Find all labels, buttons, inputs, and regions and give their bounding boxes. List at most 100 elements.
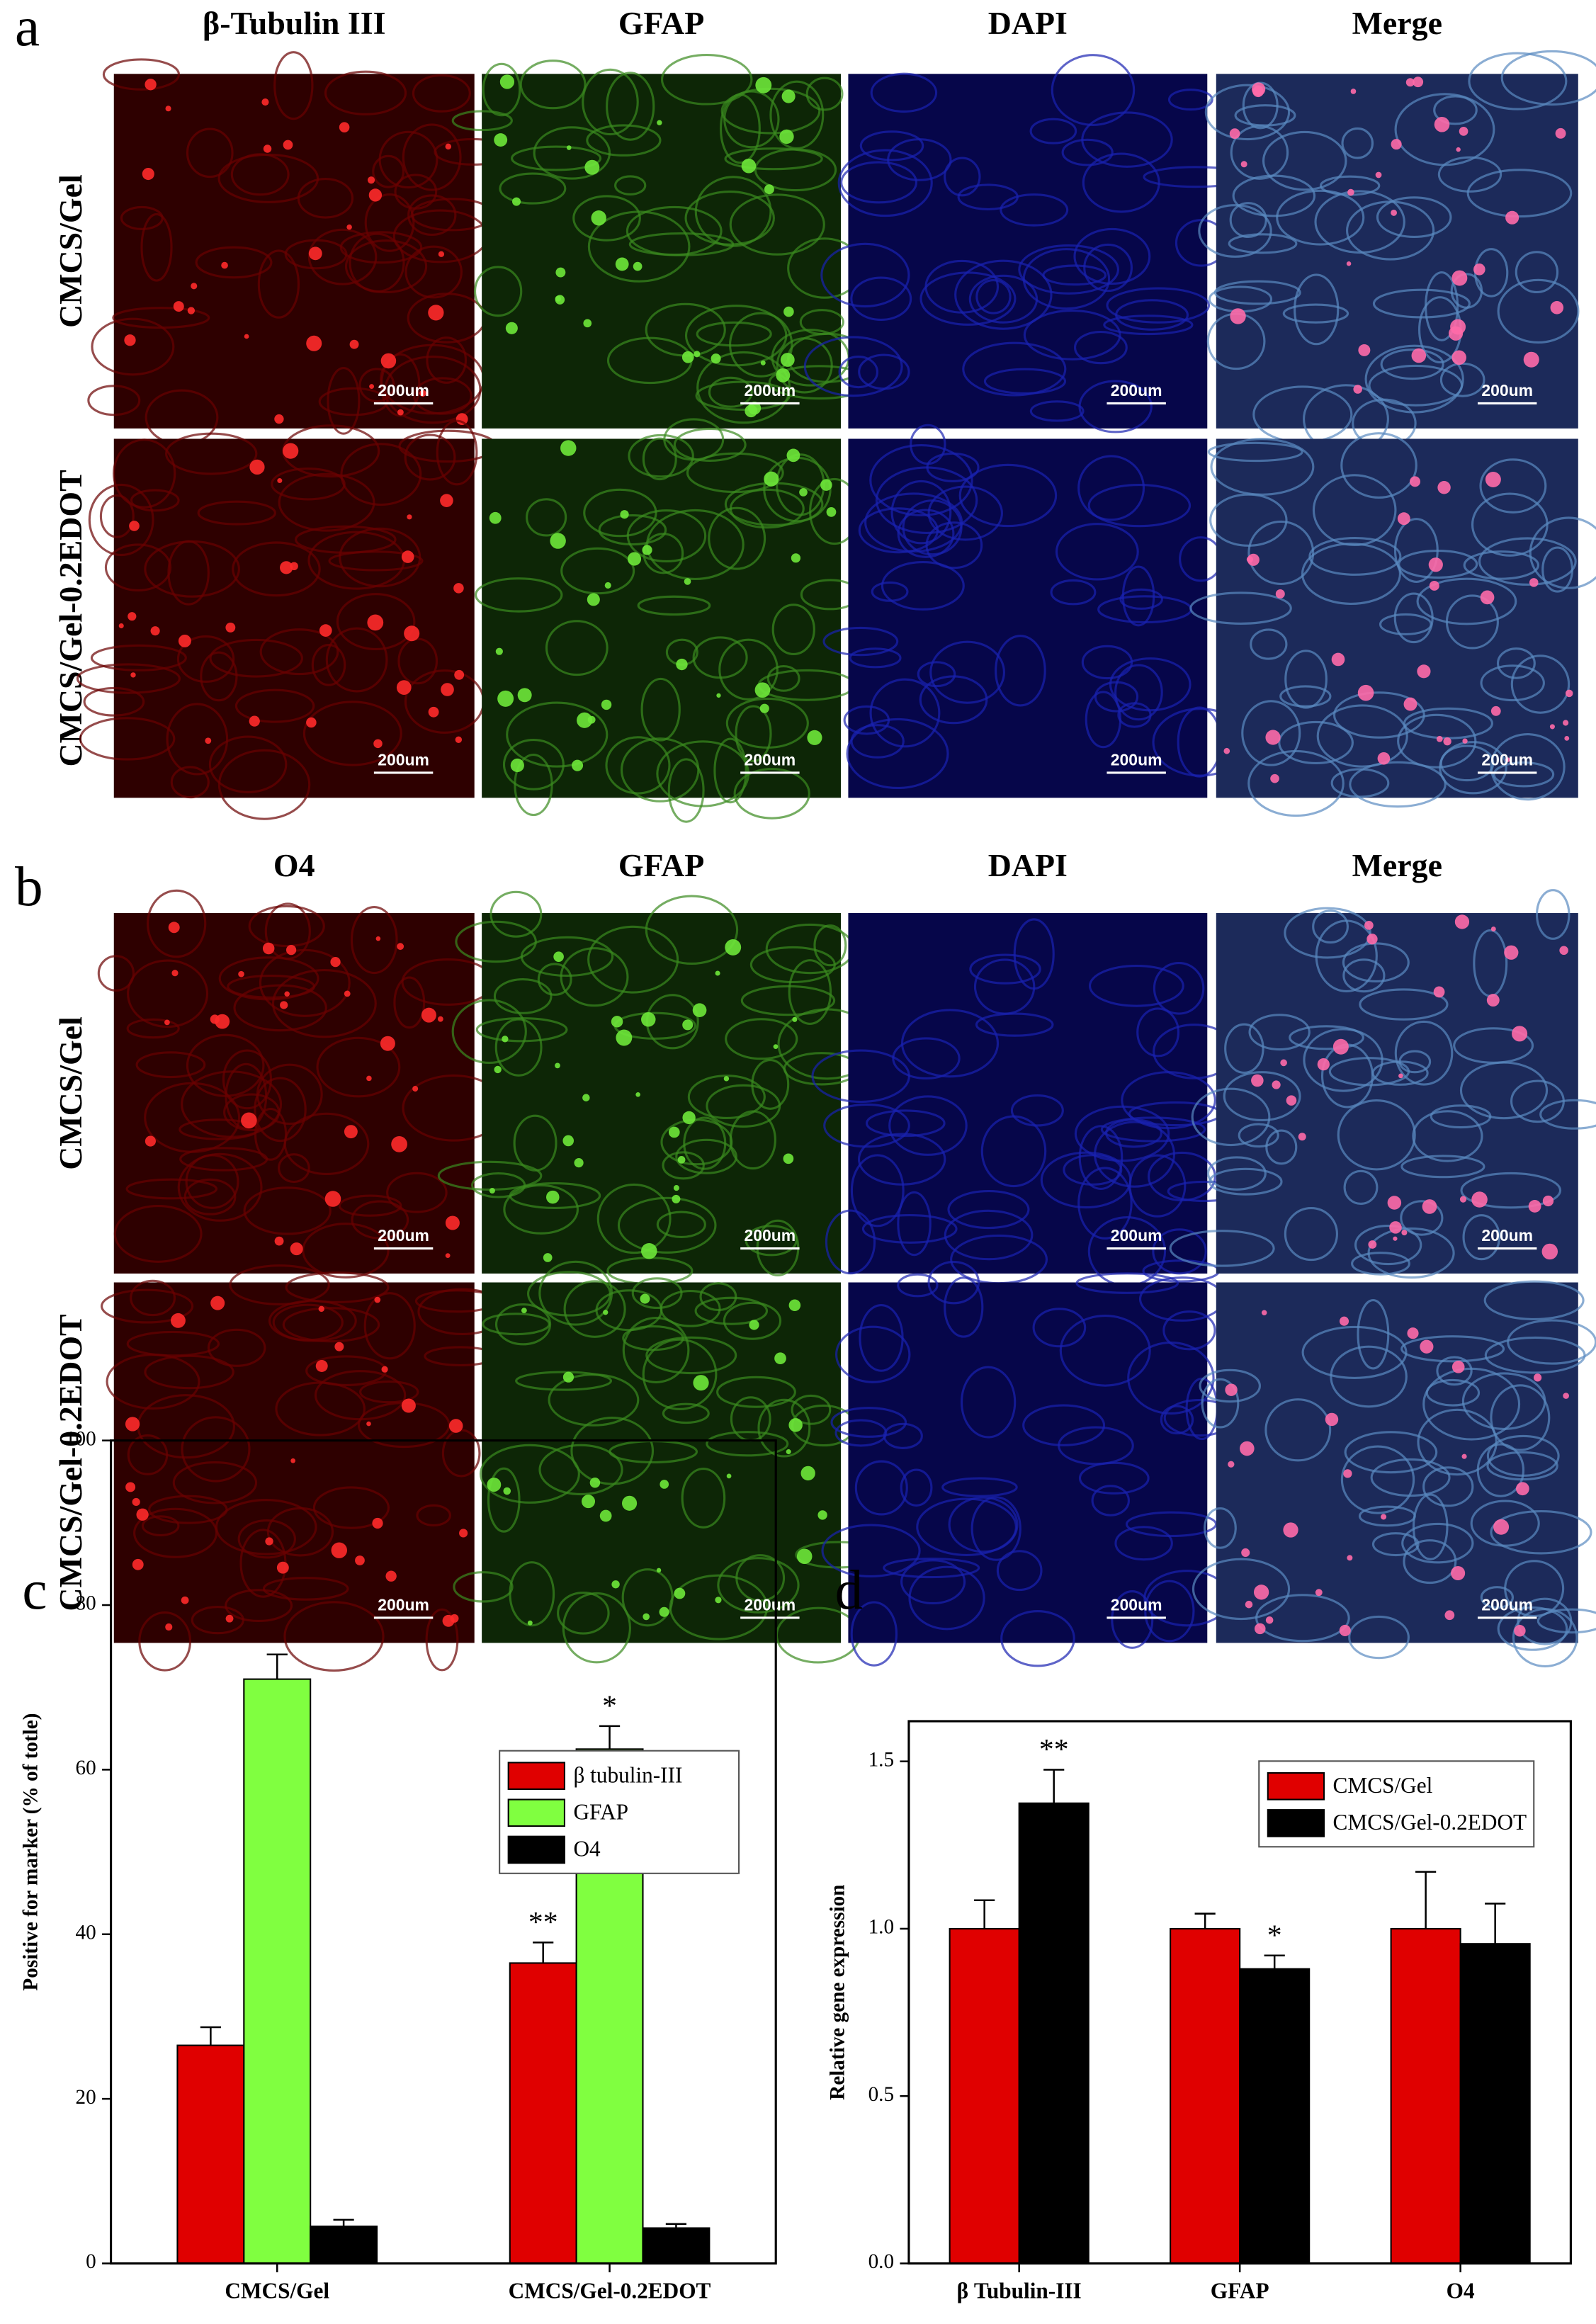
texture bbox=[563, 1280, 626, 1338]
texture bbox=[1050, 579, 1097, 606]
texture bbox=[90, 644, 187, 671]
texture bbox=[1398, 1050, 1432, 1074]
texture bbox=[148, 1495, 228, 1524]
texture bbox=[1416, 577, 1517, 625]
legend-label: GFAP bbox=[573, 1800, 628, 1825]
cell bbox=[693, 1375, 709, 1391]
cell bbox=[786, 1449, 791, 1455]
texture bbox=[957, 183, 1019, 210]
texture bbox=[960, 1366, 1017, 1439]
texture bbox=[947, 1190, 1030, 1230]
cell bbox=[1317, 1058, 1330, 1071]
texture bbox=[200, 651, 238, 702]
texture bbox=[1111, 1590, 1154, 1649]
texture bbox=[708, 506, 766, 570]
texture bbox=[605, 736, 671, 795]
texture bbox=[223, 1093, 281, 1132]
cell bbox=[674, 1587, 686, 1599]
micrograph: 200um bbox=[1189, 432, 1596, 817]
texture bbox=[900, 1559, 966, 1605]
texture bbox=[453, 1571, 514, 1603]
texture bbox=[127, 1434, 169, 1475]
texture bbox=[533, 126, 611, 180]
micrograph: 200um bbox=[1192, 1280, 1596, 1667]
cell bbox=[521, 1308, 527, 1314]
texture bbox=[1153, 962, 1205, 1015]
x-tick-label: β Tubulin-III bbox=[957, 2278, 1082, 2303]
cell bbox=[1230, 308, 1246, 324]
texture bbox=[254, 1077, 307, 1143]
texture bbox=[1208, 1167, 1283, 1196]
texture bbox=[1204, 1507, 1237, 1549]
chart-label: c bbox=[22, 1559, 47, 1621]
cell bbox=[1490, 705, 1501, 716]
texture bbox=[683, 1116, 727, 1170]
texture bbox=[1403, 1539, 1457, 1585]
cell bbox=[711, 353, 721, 364]
texture bbox=[324, 70, 407, 115]
texture bbox=[799, 309, 844, 336]
scale-bar-label: 200um bbox=[1481, 1226, 1533, 1245]
texture bbox=[125, 1178, 218, 1200]
cell bbox=[584, 159, 600, 175]
legend-swatch bbox=[1267, 1772, 1325, 1801]
cell bbox=[381, 1366, 388, 1373]
micrograph-bg bbox=[113, 913, 475, 1274]
texture bbox=[127, 959, 209, 1028]
texture bbox=[126, 1018, 180, 1039]
micrograph: 200um bbox=[822, 424, 1249, 798]
cell bbox=[641, 1242, 657, 1259]
texture bbox=[338, 1194, 402, 1217]
cell bbox=[505, 322, 518, 334]
texture bbox=[858, 507, 939, 554]
texture bbox=[1152, 1228, 1207, 1275]
legend-label: O4 bbox=[573, 1837, 601, 1861]
cell bbox=[367, 176, 375, 184]
texture bbox=[237, 1519, 296, 1559]
texture bbox=[312, 1486, 390, 1529]
texture bbox=[1223, 1071, 1301, 1121]
cell bbox=[546, 1190, 560, 1204]
texture bbox=[264, 902, 311, 960]
texture bbox=[436, 419, 478, 486]
cell bbox=[499, 74, 515, 89]
cell bbox=[249, 715, 260, 727]
cell bbox=[263, 144, 272, 153]
cell bbox=[726, 1473, 732, 1479]
texture bbox=[1437, 156, 1502, 193]
cell bbox=[807, 730, 822, 745]
texture bbox=[278, 472, 375, 532]
texture bbox=[537, 963, 572, 996]
texture bbox=[996, 1550, 1043, 1592]
cell bbox=[1563, 1393, 1569, 1399]
scale-bar-label: 200um bbox=[1481, 381, 1533, 399]
texture bbox=[311, 643, 346, 686]
cell bbox=[1389, 1221, 1402, 1234]
texture bbox=[1478, 537, 1577, 586]
cell bbox=[1229, 128, 1240, 140]
texture bbox=[1393, 518, 1439, 583]
texture bbox=[386, 1172, 448, 1213]
texture bbox=[1337, 1099, 1416, 1171]
texture bbox=[586, 124, 662, 157]
texture bbox=[1191, 1087, 1271, 1147]
texture bbox=[995, 635, 1046, 707]
texture bbox=[1201, 1378, 1240, 1429]
texture bbox=[451, 110, 513, 132]
cell bbox=[550, 533, 566, 549]
texture bbox=[1422, 1466, 1474, 1507]
texture bbox=[1303, 1028, 1383, 1092]
texture bbox=[1083, 243, 1133, 293]
cell bbox=[1451, 1565, 1466, 1581]
texture bbox=[975, 278, 1012, 314]
cell bbox=[1409, 476, 1420, 487]
texture bbox=[91, 317, 175, 376]
plot-frame bbox=[907, 1720, 1572, 2265]
cell bbox=[1422, 1199, 1437, 1214]
texture bbox=[79, 717, 176, 761]
cell bbox=[1451, 270, 1468, 286]
cell bbox=[1462, 738, 1468, 744]
cell bbox=[817, 1510, 827, 1520]
cell bbox=[773, 1044, 779, 1050]
texture bbox=[968, 274, 1038, 324]
